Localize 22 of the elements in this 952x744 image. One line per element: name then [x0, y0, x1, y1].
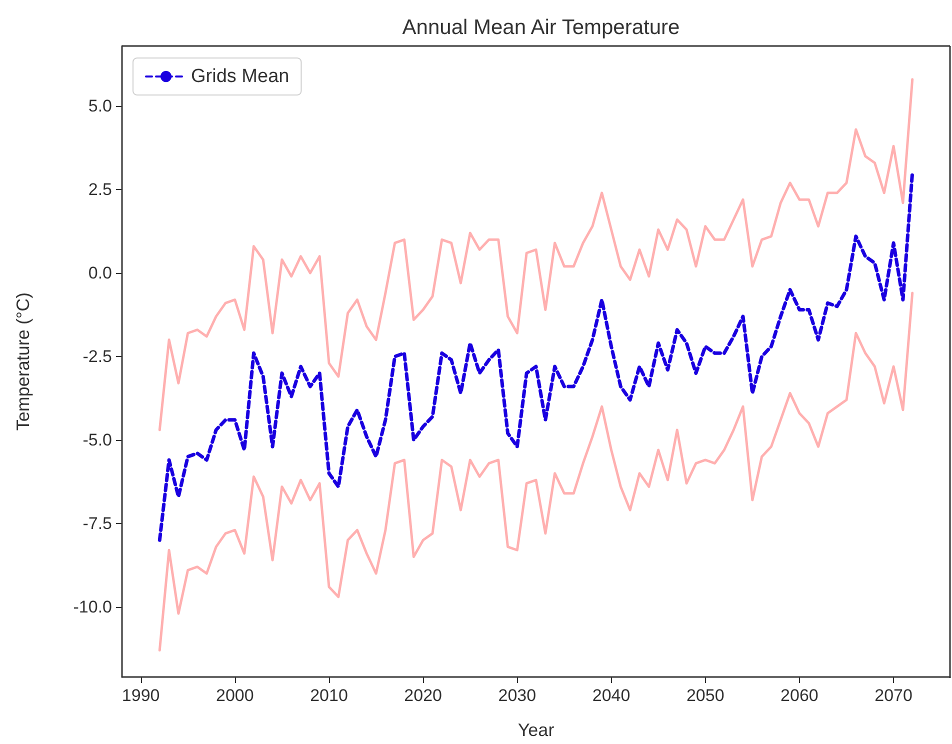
y-tick-label: 2.5 [88, 180, 112, 200]
y-tick-label: -5.0 [82, 430, 112, 450]
y-tick-label: 5.0 [88, 96, 112, 116]
x-tick-label: 2010 [310, 686, 348, 705]
x-tick-label: 1990 [122, 686, 160, 705]
legend-label: Grids Mean [191, 66, 290, 87]
y-tick-label: -7.5 [82, 514, 112, 533]
x-tick-label: 2000 [216, 686, 254, 705]
line-series [158, 292, 914, 652]
line-series [158, 171, 914, 542]
y-axis-title: Temperature (°C) [13, 292, 33, 431]
y-tick-label: -10.0 [73, 597, 112, 616]
y-tick-label: 0.0 [88, 264, 112, 283]
chart-title: Annual Mean Air Temperature [402, 16, 680, 39]
y-tick-label: -2.5 [82, 346, 112, 366]
x-tick-label: 2040 [592, 686, 630, 705]
x-tick-label: 2020 [404, 686, 442, 705]
x-tick-label: 2070 [874, 686, 912, 705]
x-tick-label: 2060 [780, 686, 818, 705]
x-tick-label: 2030 [498, 686, 536, 705]
x-axis-title: Year [518, 720, 554, 740]
x-tick-label: 2050 [686, 686, 724, 705]
